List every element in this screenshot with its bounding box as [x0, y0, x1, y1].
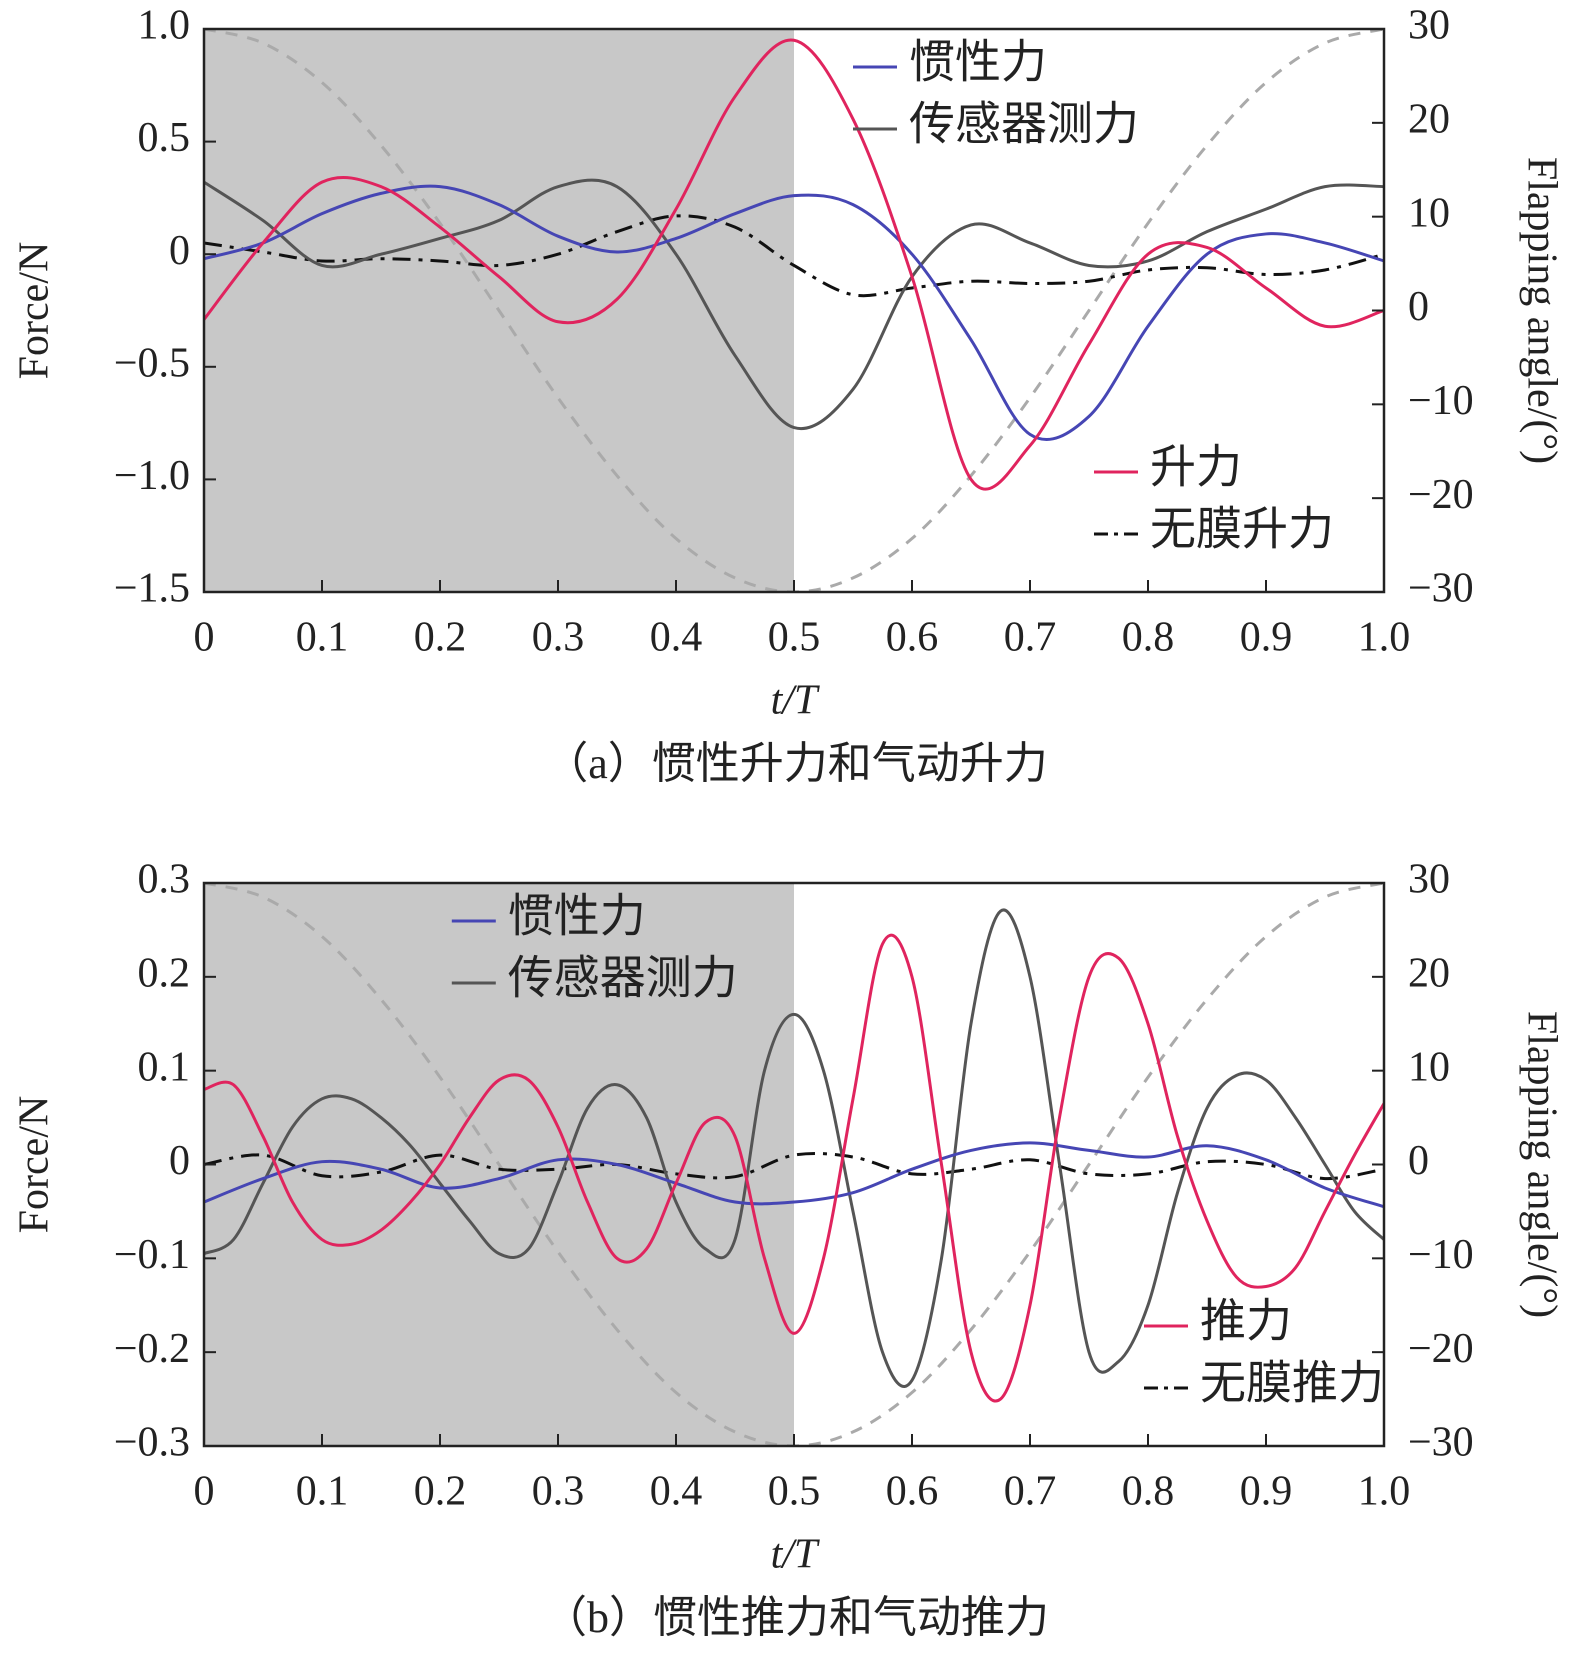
x-tick-label: 0.5 [768, 615, 821, 661]
legend-label: 推力 [1200, 1296, 1292, 1347]
x-axis-label: t/T [771, 678, 820, 724]
legend-label: 惯性力 [508, 891, 646, 942]
x-tick-label: 1.0 [1358, 1469, 1411, 1515]
y2-tick-label: −20 [1408, 1326, 1474, 1372]
x-tick-label: 0.4 [650, 615, 703, 661]
series-group [204, 29, 1384, 592]
y-tick-label: 0 [169, 1138, 190, 1184]
y-tick-label: 0.1 [138, 1044, 191, 1090]
y2-tick-label: 30 [1408, 3, 1450, 49]
caption: （b）惯性推力和气动推力 [543, 1593, 1049, 1642]
y2-tick-label: 20 [1408, 950, 1450, 996]
y-tick-label: −1.0 [114, 453, 190, 499]
series-line [204, 933, 1384, 1403]
y2-axis-label: Flapping angle/(°) [1518, 157, 1564, 464]
y2-tick-label: −30 [1408, 1420, 1474, 1466]
series-line [204, 1141, 1384, 1209]
x-tick-label: 0 [194, 615, 215, 661]
legend-label: 无膜升力 [1150, 504, 1334, 555]
y2-tick-label: −30 [1408, 566, 1474, 612]
y2-tick-label: 0 [1408, 284, 1429, 330]
x-tick-label: 0.3 [532, 615, 585, 661]
y-tick-label: 0 [169, 228, 190, 274]
x-tick-label: 0.9 [1240, 615, 1293, 661]
legend-label: 升力 [1150, 442, 1242, 493]
y-tick-label: 1.0 [138, 3, 191, 49]
y2-tick-label: −10 [1408, 378, 1474, 424]
x-tick-label: 0.6 [886, 1469, 939, 1515]
x-tick-label: 0.5 [768, 1469, 821, 1515]
series-line [204, 214, 1384, 298]
x-tick-label: 0.7 [1004, 1469, 1057, 1515]
y-tick-label: −1.5 [114, 566, 190, 612]
x-tick-label: 0.8 [1122, 1469, 1175, 1515]
x-tick-label: 0 [194, 1469, 215, 1515]
y2-tick-label: 0 [1408, 1138, 1429, 1184]
x-tick-label: 0.2 [414, 1469, 467, 1515]
x-tick-label: 0.3 [532, 1469, 585, 1515]
series-group [204, 883, 1384, 1446]
y-tick-label: −0.1 [114, 1232, 190, 1278]
x-tick-label: 0.9 [1240, 1469, 1293, 1515]
y2-tick-label: −20 [1408, 472, 1474, 518]
x-tick-label: 0.8 [1122, 615, 1175, 661]
y2-tick-label: 10 [1408, 190, 1450, 236]
y2-tick-label: −10 [1408, 1232, 1474, 1278]
y2-tick-label: 10 [1408, 1044, 1450, 1090]
x-tick-label: 1.0 [1358, 615, 1411, 661]
subplot: 0 0.1 0.2 0.3 0.4 0.5 0.6 0.7 0.8 0.9 1.0 −1.5 −1.0 −… [12, 3, 1565, 788]
legend-label: 传感器测力 [508, 953, 738, 1004]
y-axis-label: Force/N [12, 1096, 58, 1234]
series-line [204, 178, 1384, 431]
y-tick-label: −0.5 [114, 340, 190, 386]
legend-label: 无膜推力 [1200, 1358, 1384, 1409]
x-tick-label: 0.4 [650, 1469, 703, 1515]
x-tick-label: 0.7 [1004, 615, 1057, 661]
y2-axis-label: Flapping angle/(°) [1518, 1011, 1564, 1318]
x-axis-label: t/T [771, 1532, 820, 1578]
series-line [204, 184, 1384, 441]
y-tick-label: 0.5 [138, 115, 191, 161]
y-axis-label: Force/N [12, 242, 58, 380]
series-line [204, 38, 1384, 491]
caption: （a）惯性升力和气动升力 [544, 739, 1048, 788]
y-tick-label: −0.2 [114, 1326, 190, 1372]
legend-label: 传感器测力 [909, 99, 1139, 150]
y-tick-label: −0.3 [114, 1420, 190, 1466]
x-tick-label: 0.1 [296, 1469, 349, 1515]
x-tick-label: 0.6 [886, 615, 939, 661]
y2-tick-label: 20 [1408, 96, 1450, 142]
legend-label: 惯性力 [909, 37, 1047, 88]
y2-tick-label: 30 [1408, 857, 1450, 903]
x-tick-label: 0.1 [296, 615, 349, 661]
y-tick-label: 0.3 [138, 857, 191, 903]
x-tick-label: 0.2 [414, 615, 467, 661]
y-tick-label: 0.2 [138, 950, 191, 996]
series-line [204, 908, 1384, 1388]
subplot: 0 0.1 0.2 0.3 0.4 0.5 0.6 0.7 0.8 0.9 1.0 −0.3 −0.2 −… [12, 857, 1565, 1642]
